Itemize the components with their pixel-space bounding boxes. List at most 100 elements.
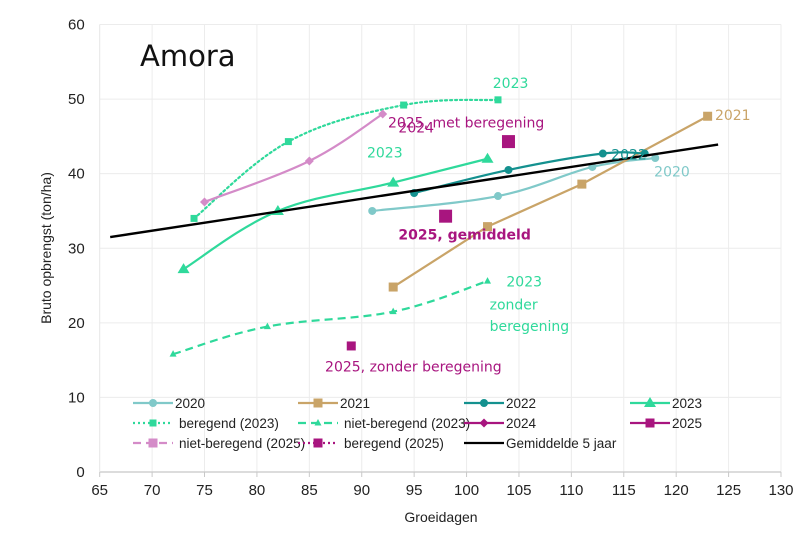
x-tick-label: 80 (249, 482, 266, 499)
series-line (110, 143, 719, 239)
legend-label: beregend (2025) (344, 436, 444, 451)
legend-item: Gemiddelde 5 jaar (464, 436, 617, 451)
legend-item: niet-beregend (2023) (298, 416, 470, 431)
legend-item: 2024 (464, 416, 537, 431)
series-line (372, 156, 656, 213)
data-point (483, 222, 493, 232)
series-2021 (388, 111, 713, 292)
data-point (577, 179, 587, 189)
x-tick-label: 95 (406, 482, 423, 499)
legend-label: 2022 (506, 396, 536, 411)
y-tick-label: 50 (68, 91, 85, 108)
legend-label: Gemiddelde 5 jaar (506, 436, 617, 451)
data-point (388, 282, 398, 292)
series-line (172, 280, 488, 356)
x-tick-label: 125 (716, 482, 741, 499)
series-niet-beregend-2023 (169, 277, 492, 357)
y-tick-label: 40 (68, 166, 85, 183)
data-point (368, 206, 377, 215)
legend-marker (480, 399, 488, 407)
x-tick-label: 120 (664, 482, 689, 499)
data-point (378, 109, 388, 119)
legend-item: 2020 (133, 396, 205, 411)
legend-marker (644, 397, 656, 407)
data-point (200, 197, 210, 207)
legend-item: beregend (2023) (133, 416, 279, 431)
legend-label: niet-beregend (2023) (344, 416, 470, 431)
series-beregend-2025 (501, 135, 515, 149)
series-2024 (200, 109, 388, 207)
legend-marker (479, 418, 489, 428)
legend-marker (314, 419, 322, 426)
data-point (389, 307, 397, 315)
data-label: 2023 (506, 274, 542, 290)
data-point (177, 263, 190, 274)
grid (99, 24, 782, 472)
y-tick-label: 30 (68, 240, 85, 257)
y-axis-label: Bruto opbrengst (ton/ha) (38, 172, 54, 324)
y-tick-label: 60 (68, 17, 85, 34)
legend-item: 2021 (298, 396, 370, 411)
data-label: 2021 (715, 108, 751, 124)
legend-label: 2025 (672, 416, 702, 431)
x-tick-label: 90 (353, 482, 370, 499)
legend-label: niet-beregend (2025) (179, 436, 305, 451)
legend-item: beregend (2025) (298, 436, 444, 451)
x-tick-label: 85 (301, 482, 318, 499)
legend-marker (313, 398, 323, 408)
data-label: 2025, zonder beregening (325, 359, 502, 375)
series-line (392, 115, 709, 288)
x-tick-label: 105 (506, 482, 531, 499)
legend: 2020 2021 2022 2023 beregend (2023) niet-bere… (133, 396, 702, 451)
data-label: 2023 (493, 76, 529, 92)
legend-item: niet-beregend (2025) (133, 436, 305, 451)
x-tick-label: 70 (144, 482, 161, 499)
data-label: 2025, gemiddeld (398, 227, 530, 243)
x-tick-label: 75 (196, 482, 213, 499)
series-gemiddelde-5-jaar (110, 143, 719, 239)
legend-marker (313, 438, 323, 448)
y-tick-label: 20 (68, 315, 85, 332)
legend-label: 2023 (672, 396, 702, 411)
data-point (263, 322, 271, 330)
data-label: 2020 (654, 165, 690, 181)
legend-label: 2020 (175, 396, 205, 411)
legend-marker (645, 418, 655, 428)
data-label: zonder (490, 297, 538, 313)
legend-marker (149, 399, 157, 407)
data-label: 2024 (398, 121, 434, 137)
series-line (192, 98, 500, 220)
data-label: 2022 (611, 147, 647, 163)
legend-item: 2023 (630, 396, 702, 411)
axes: 65 70 75 80 85 90 95 100 105 110 115 120 125 130 0 10 20… (68, 17, 794, 500)
legend-item: 2025 (630, 416, 702, 431)
chart-title: Amora (140, 39, 236, 73)
series-beregend-2023 (190, 96, 502, 222)
x-tick-label: 65 (91, 482, 108, 499)
data-label: beregening (490, 319, 570, 335)
legend-label: 2024 (506, 416, 537, 431)
series-line (182, 157, 488, 271)
x-axis-label: Groeidagen (404, 509, 477, 525)
legend-label: 2021 (340, 396, 370, 411)
y-tick-label: 0 (76, 464, 84, 481)
series-2025 (439, 209, 453, 223)
series-line (204, 113, 384, 204)
data-point (400, 101, 408, 109)
data-label: 2025, met beregening (388, 115, 544, 131)
legend-label: beregend (2023) (179, 416, 279, 431)
data-point (494, 96, 502, 104)
data-point (346, 341, 356, 351)
data-point (304, 156, 314, 166)
data-point (439, 209, 453, 223)
data-point (190, 214, 198, 222)
series-line (413, 151, 645, 195)
data-point (284, 138, 292, 146)
x-tick-label: 100 (454, 482, 479, 499)
data-label: 2023 (367, 145, 403, 161)
data-point (598, 149, 607, 158)
data-point (481, 152, 494, 163)
y-tick-label: 10 (68, 389, 85, 406)
